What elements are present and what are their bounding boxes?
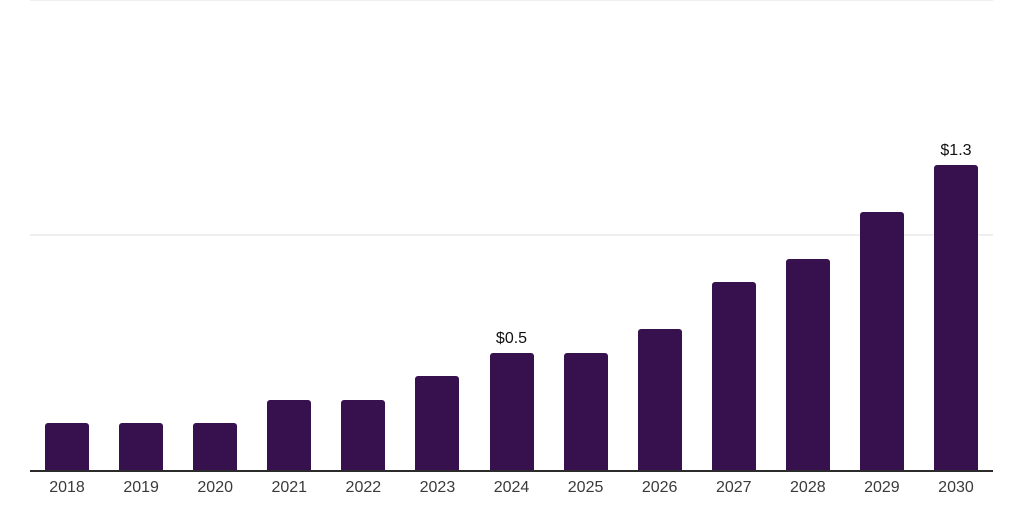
- bar-2026: [637, 329, 682, 470]
- data-label: $1.3: [940, 141, 972, 159]
- bar-slot: 2025: [549, 0, 623, 496]
- bar-slot: $1.3 2030: [919, 0, 993, 496]
- bars-row: 2018 2019 2020 2021 2022 2023 $0.5 2024 2025 2026…: [30, 0, 993, 496]
- gridline: [30, 234, 993, 236]
- bar-2024: [489, 352, 534, 470]
- x-tick-label: 2023: [419, 479, 456, 496]
- bar-slot: 2023: [400, 0, 474, 496]
- x-tick-label: 2024: [493, 479, 530, 496]
- x-tick-label: 2025: [567, 479, 604, 496]
- x-axis-line: [30, 470, 993, 472]
- bar-slot: 2026: [623, 0, 697, 496]
- bar-slot: 2029: [845, 0, 919, 496]
- bar-2022: [341, 399, 386, 470]
- bar-slot: 2019: [104, 0, 178, 496]
- plot-area: 2018 2019 2020 2021 2022 2023 $0.5 2024 2025 2026…: [30, 0, 993, 496]
- bar-2025: [563, 352, 608, 470]
- x-tick-label: 2021: [271, 479, 308, 496]
- bar-2030: [933, 164, 978, 470]
- x-tick-label: 2030: [938, 479, 974, 496]
- bar-2021: [267, 399, 312, 470]
- x-tick-label: 2018: [49, 479, 85, 496]
- bar-slot: 2027: [697, 0, 771, 496]
- bar-2027: [711, 282, 756, 470]
- bar-slot: $0.5 2024: [474, 0, 548, 496]
- x-tick-label: 2029: [864, 479, 900, 496]
- bar-slot: 2022: [326, 0, 400, 496]
- x-tick-label: 2020: [197, 479, 233, 496]
- bar-2020: [193, 423, 238, 470]
- data-label: $0.5: [495, 329, 528, 347]
- bar-slot: 2028: [771, 0, 845, 496]
- x-tick-label: 2019: [123, 479, 159, 496]
- x-tick-label: 2022: [345, 479, 382, 496]
- gridline: [30, 0, 993, 1]
- bar-2023: [415, 376, 460, 470]
- bar-2029: [859, 211, 904, 470]
- bar-slot: 2021: [252, 0, 326, 496]
- bar-slot: 2020: [178, 0, 252, 496]
- bar-2028: [785, 258, 830, 470]
- x-tick-label: 2028: [790, 479, 826, 496]
- x-tick-label: 2027: [715, 479, 752, 496]
- x-tick-label: 2026: [641, 479, 678, 496]
- bar-slot: 2018: [30, 0, 104, 496]
- bar-2019: [119, 423, 164, 470]
- bar-2018: [45, 423, 90, 470]
